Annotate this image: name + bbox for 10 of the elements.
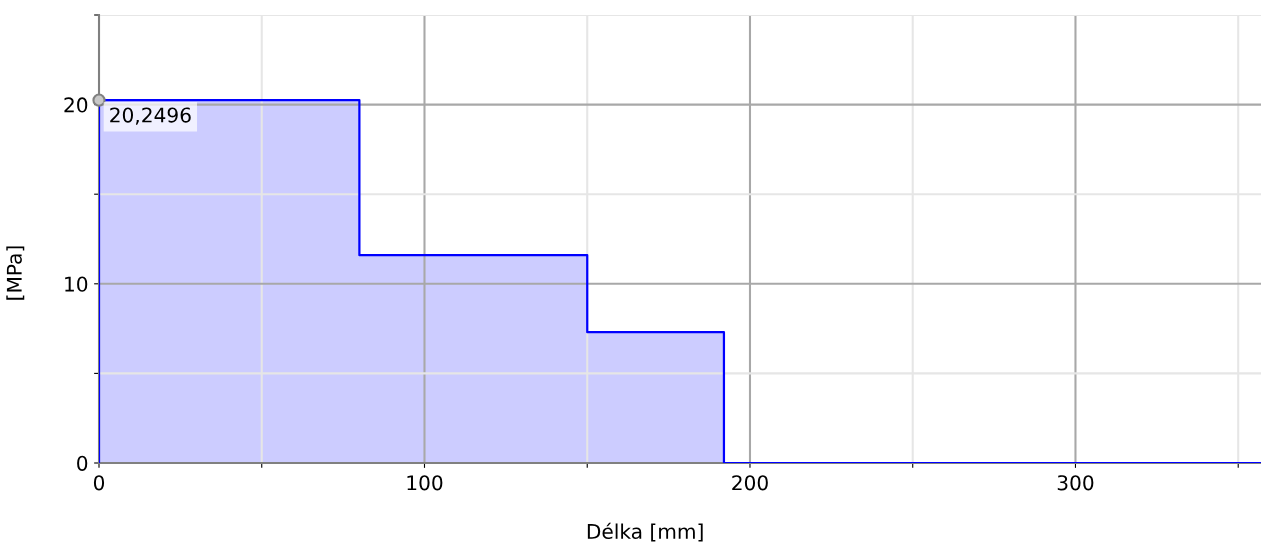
x-tick-label: 300 xyxy=(1057,475,1094,491)
y-tick-label: 0 xyxy=(77,455,88,471)
x-tick-label: 200 xyxy=(732,475,768,491)
x-axis-title: Délka [mm] xyxy=(587,522,703,542)
y-axis-title: [MPa] xyxy=(6,246,25,300)
y-tick-label: 20 xyxy=(64,97,88,113)
x-tick-label: 100 xyxy=(407,475,443,491)
y-tick-label: 10 xyxy=(65,276,88,292)
annotation: 20,2496 xyxy=(110,107,191,125)
x-tick-label: 0 xyxy=(93,475,105,491)
